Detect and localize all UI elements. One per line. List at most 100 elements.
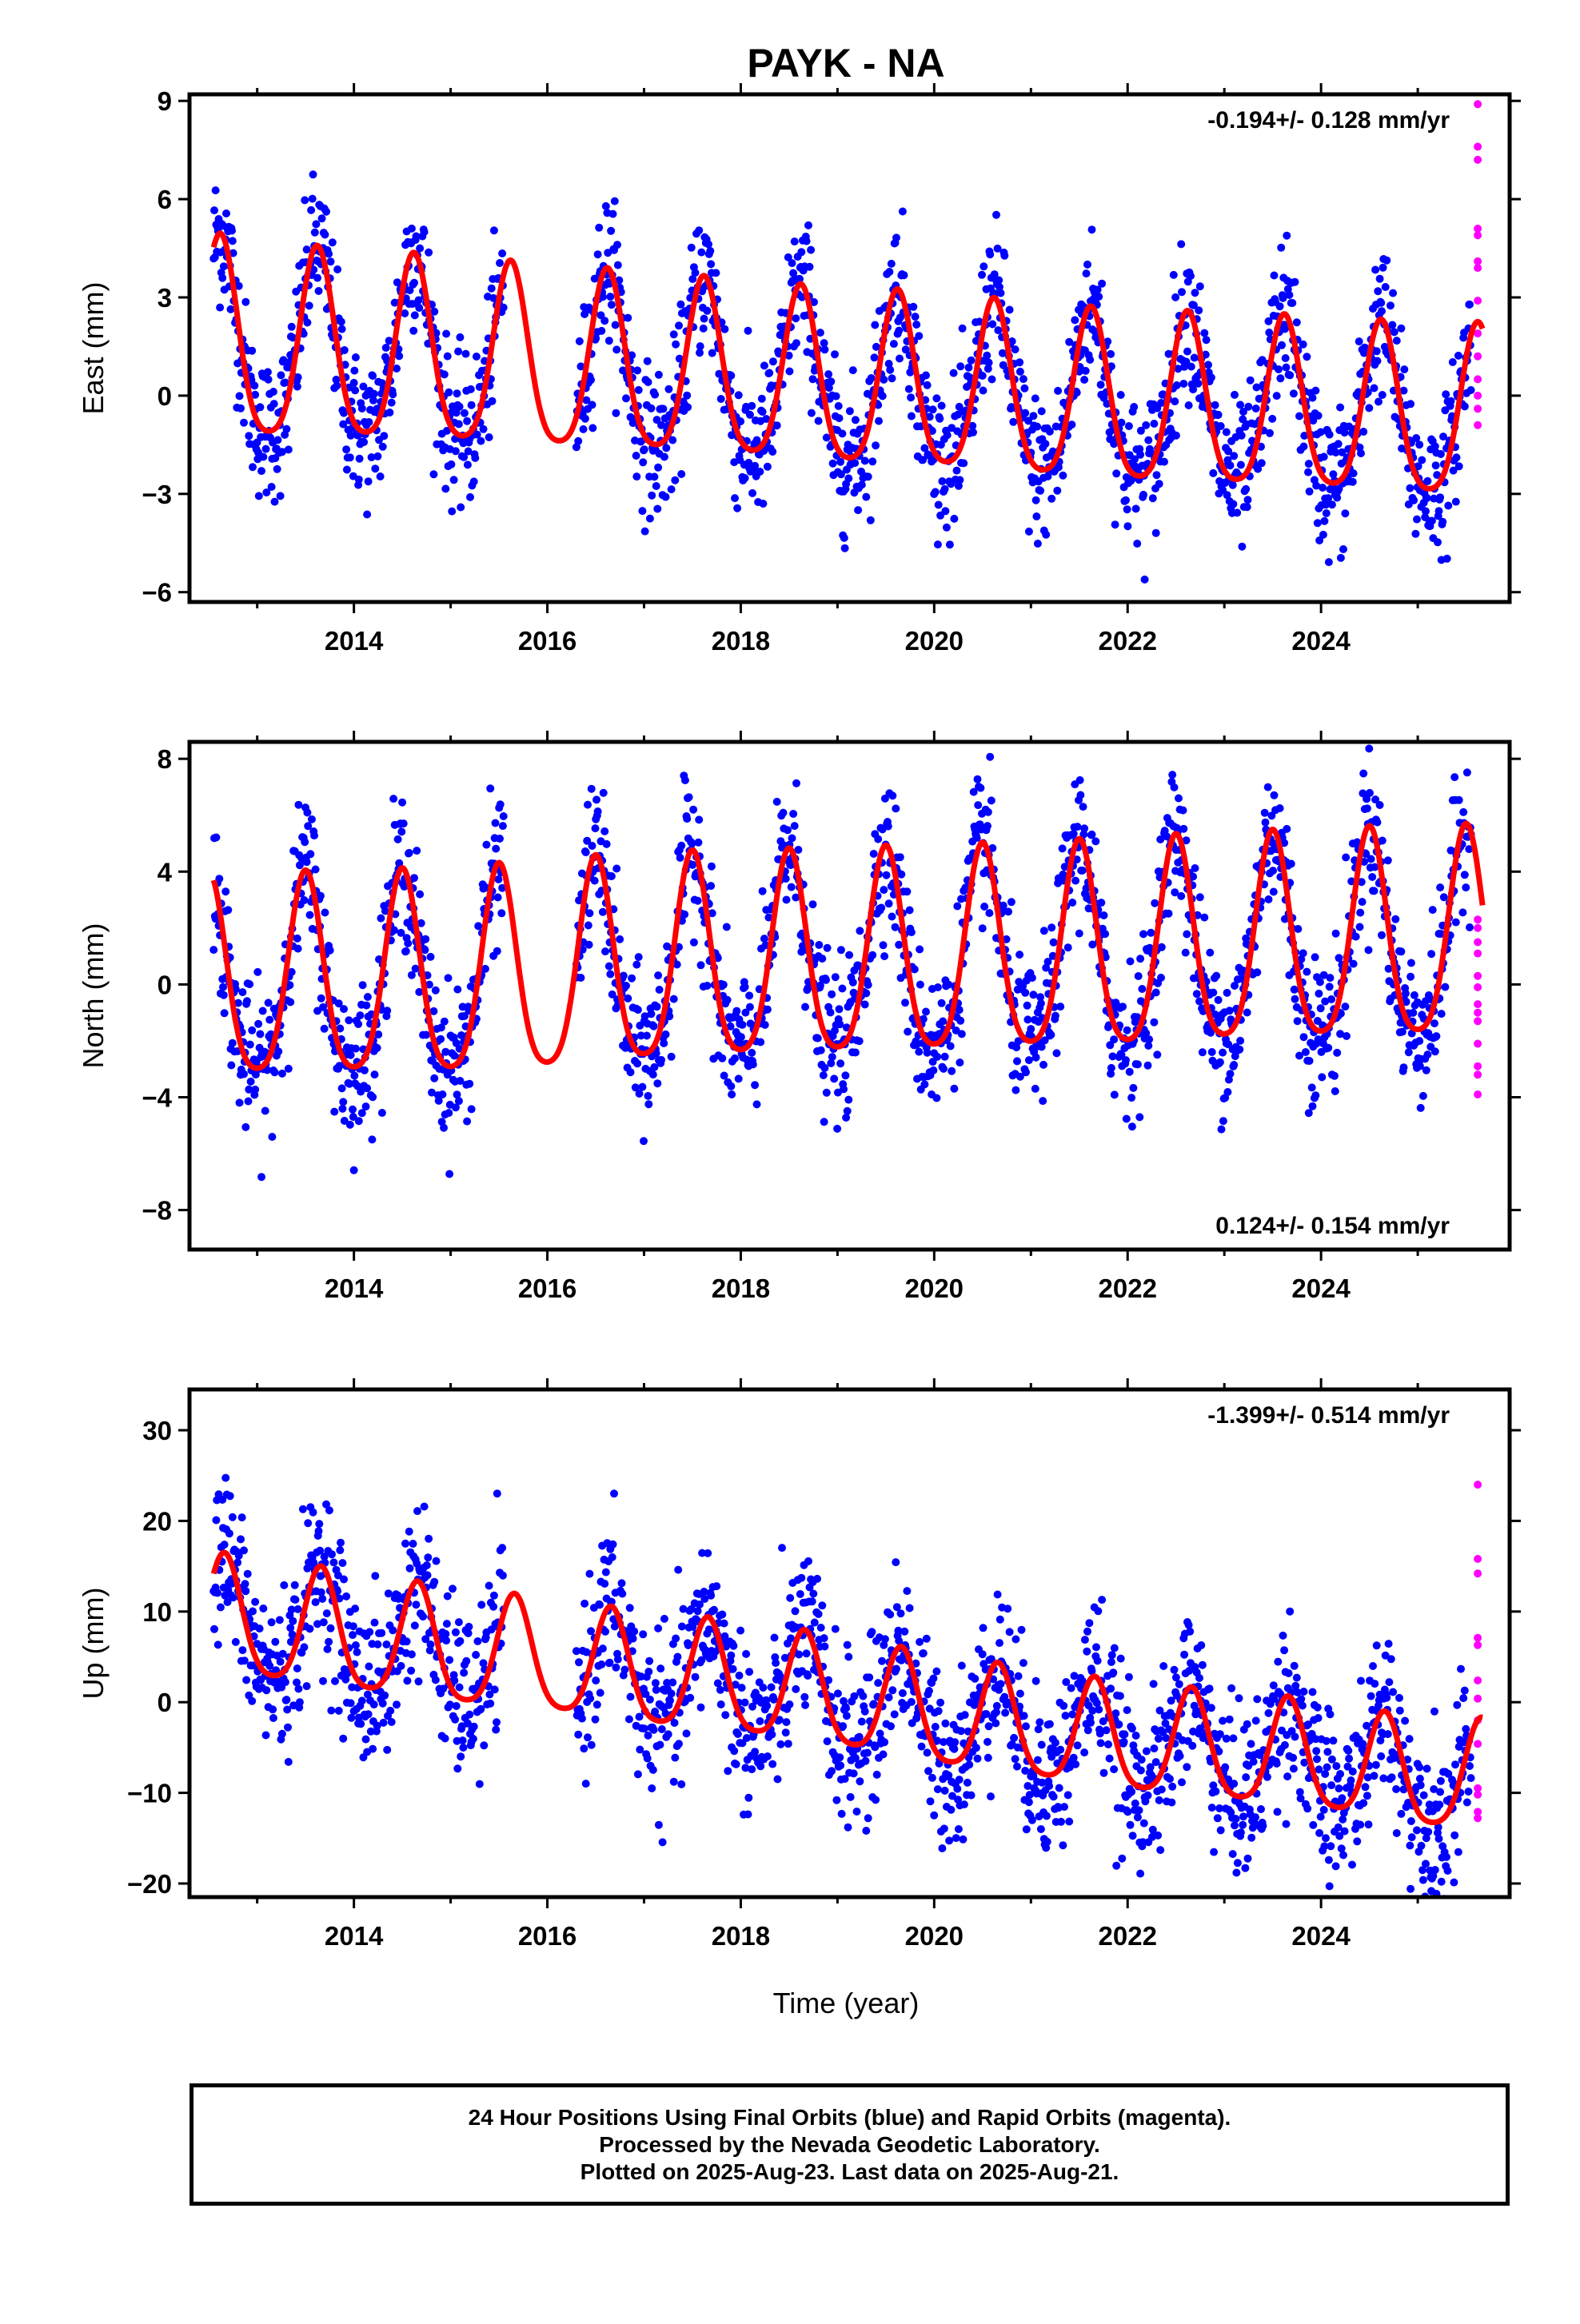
- final-point: [744, 1811, 752, 1819]
- final-point: [389, 390, 397, 398]
- final-point: [241, 1123, 249, 1131]
- final-point: [441, 1735, 449, 1743]
- final-point: [294, 1685, 302, 1693]
- final-point: [1342, 854, 1350, 862]
- final-point: [1177, 240, 1185, 248]
- final-point: [1101, 930, 1109, 938]
- final-point: [639, 458, 647, 466]
- final-point: [1123, 505, 1131, 513]
- final-point: [880, 1738, 888, 1746]
- final-point: [1378, 931, 1386, 939]
- final-point: [1097, 899, 1105, 907]
- final-point: [493, 947, 501, 955]
- final-point: [300, 896, 308, 904]
- final-point: [748, 402, 756, 410]
- final-point: [607, 227, 615, 235]
- final-point: [768, 1731, 776, 1739]
- final-point: [1278, 341, 1286, 349]
- final-point: [1326, 983, 1334, 991]
- final-point: [1016, 368, 1024, 376]
- final-point: [640, 445, 648, 453]
- x-tick-label: 2020: [905, 626, 964, 656]
- final-point: [1304, 468, 1312, 476]
- final-point: [373, 452, 381, 460]
- final-point: [333, 265, 341, 273]
- final-point: [270, 400, 278, 408]
- final-point: [915, 332, 923, 340]
- final-point: [697, 961, 705, 969]
- final-point: [412, 1600, 420, 1608]
- y-tick-label: 3: [158, 283, 172, 313]
- final-point: [1185, 401, 1193, 409]
- final-point: [692, 269, 700, 277]
- final-point: [1316, 978, 1324, 986]
- final-point: [370, 390, 378, 398]
- final-point: [856, 927, 864, 935]
- final-point: [844, 1107, 852, 1115]
- final-point: [612, 1664, 620, 1672]
- final-point: [920, 1649, 928, 1657]
- final-point: [974, 775, 982, 783]
- final-point: [1059, 472, 1067, 480]
- final-point: [634, 1006, 642, 1014]
- final-point: [1032, 1054, 1040, 1062]
- rapid-point: [1474, 392, 1482, 400]
- final-point: [892, 233, 900, 241]
- final-point: [664, 1730, 672, 1738]
- final-point: [1054, 387, 1062, 395]
- final-point: [1356, 909, 1364, 917]
- final-point: [388, 1718, 396, 1726]
- final-point: [845, 951, 853, 959]
- final-point: [841, 544, 849, 552]
- final-point: [1371, 887, 1379, 895]
- final-point: [1271, 272, 1279, 280]
- final-point: [597, 1660, 605, 1668]
- final-point: [1088, 831, 1096, 839]
- final-point: [259, 453, 267, 461]
- final-point: [704, 1549, 712, 1557]
- final-point: [651, 391, 659, 399]
- final-point: [1428, 517, 1436, 525]
- final-point: [340, 1576, 348, 1584]
- final-point: [1339, 545, 1347, 553]
- final-point: [251, 1086, 259, 1094]
- final-point: [1056, 1003, 1064, 1011]
- final-point: [1158, 943, 1166, 951]
- final-point: [1422, 508, 1430, 516]
- final-point: [888, 913, 896, 921]
- final-point: [465, 1711, 473, 1719]
- final-point: [1020, 385, 1028, 393]
- final-point: [321, 231, 329, 239]
- rapid-point: [1474, 143, 1482, 151]
- final-point: [703, 982, 711, 990]
- final-point: [350, 1072, 358, 1080]
- final-point: [341, 346, 349, 354]
- final-point: [1436, 883, 1444, 891]
- final-point: [1452, 498, 1460, 506]
- final-point: [409, 1540, 417, 1548]
- final-point: [1350, 960, 1358, 968]
- final-point: [369, 1745, 377, 1753]
- final-orbit-points: [209, 170, 1474, 609]
- final-point: [1400, 365, 1408, 373]
- final-point: [801, 1003, 809, 1011]
- final-point: [841, 1071, 849, 1079]
- final-point: [655, 1821, 663, 1829]
- final-point: [305, 301, 313, 309]
- final-point: [1170, 271, 1178, 279]
- final-point: [609, 210, 617, 218]
- final-point: [1209, 469, 1217, 477]
- final-point: [600, 317, 608, 325]
- final-point: [1432, 1032, 1440, 1040]
- final-point: [303, 808, 311, 816]
- final-point: [451, 1716, 459, 1724]
- final-point: [732, 1760, 740, 1768]
- x-tick-label: 2016: [518, 626, 577, 656]
- final-point: [1265, 329, 1273, 337]
- final-point: [433, 1557, 441, 1565]
- rapid-point: [1474, 156, 1482, 164]
- final-point: [832, 973, 840, 981]
- final-point: [859, 1692, 867, 1700]
- final-point: [582, 848, 590, 856]
- final-point: [1064, 943, 1072, 951]
